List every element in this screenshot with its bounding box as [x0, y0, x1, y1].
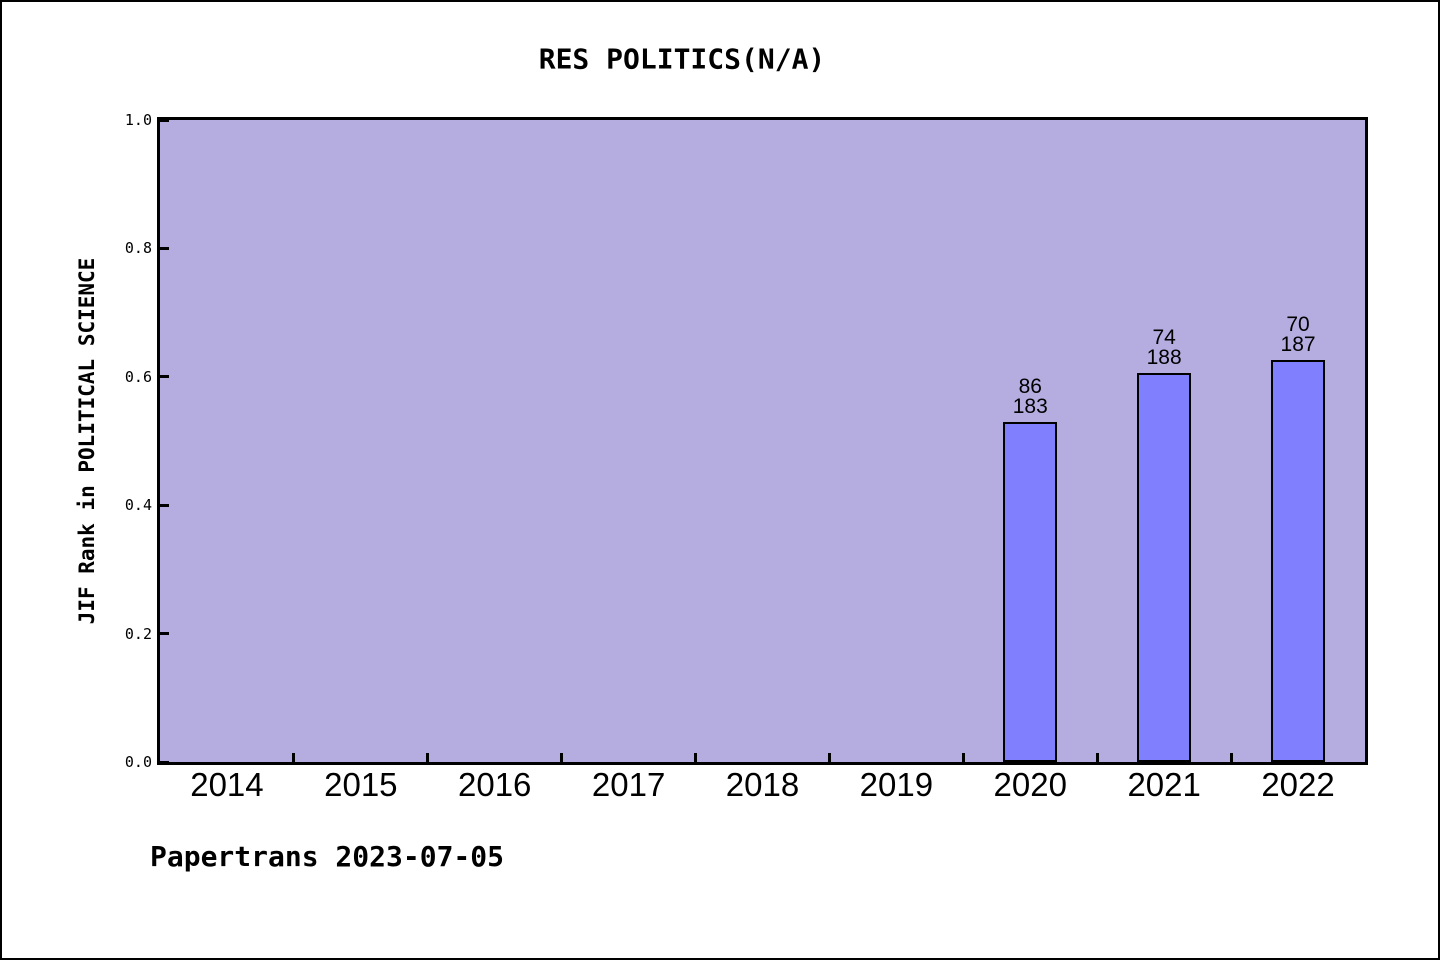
y-axis-label: JIF Rank in POLITICAL SCIENCE — [75, 257, 99, 625]
x-tick-label-2020: 2020 — [993, 766, 1067, 803]
y-tick-mark — [160, 118, 169, 122]
x-tick-mark — [694, 753, 698, 762]
bar-label-total: 183 — [1012, 395, 1048, 418]
y-tick-label: 0.0 — [124, 753, 152, 771]
x-tick-label-2017: 2017 — [591, 766, 666, 803]
x-tick-label-2016: 2016 — [458, 766, 532, 803]
bar-label-total: 188 — [1146, 346, 1182, 369]
y-tick-label: 0.6 — [124, 367, 152, 386]
bar-label-2021: 74 188 — [1104, 326, 1224, 369]
x-tick-label-2014: 2014 — [190, 766, 264, 803]
figure-caption: Papertrans 2023-07-05 — [150, 840, 505, 873]
bar-label-rank: 74 — [1152, 326, 1176, 349]
x-tick-mark — [426, 753, 430, 762]
x-tick-mark — [292, 753, 296, 762]
bar-label-total: 187 — [1280, 333, 1316, 356]
x-tick-label-2019: 2019 — [859, 766, 934, 803]
y-tick-mark — [160, 375, 169, 379]
y-tick-label: 0.8 — [124, 239, 152, 258]
bar-label-2022: 70 187 — [1238, 313, 1358, 356]
y-tick-mark — [160, 760, 169, 764]
x-tick-label-2022: 2022 — [1261, 766, 1335, 803]
y-tick-mark — [160, 246, 169, 250]
bar-label-rank: 86 — [1018, 375, 1042, 398]
y-tick-mark — [160, 503, 169, 507]
x-tick-label-2015: 2015 — [324, 766, 398, 803]
bar-label-rank: 70 — [1286, 313, 1310, 336]
bar-2021 — [1137, 373, 1192, 762]
x-tick-mark — [1095, 753, 1099, 762]
y-tick-label: 1.0 — [124, 111, 152, 129]
bar-2020 — [1003, 422, 1058, 762]
x-tick-mark — [1229, 753, 1233, 762]
x-tick-mark — [560, 753, 564, 762]
x-tick-mark — [961, 753, 965, 762]
plot-frame — [157, 117, 1368, 765]
chart-title: RES POLITICS(N/A) — [538, 42, 826, 76]
bar-2022 — [1271, 360, 1326, 762]
x-tick-mark — [827, 753, 831, 762]
plot-area — [160, 118, 1365, 764]
y-tick-mark — [160, 632, 169, 636]
x-tick-label-2021: 2021 — [1127, 766, 1201, 803]
y-tick-label: 0.2 — [124, 624, 152, 643]
y-tick-label: 0.4 — [124, 496, 152, 515]
x-tick-label-2018: 2018 — [725, 766, 800, 803]
bar-label-2020: 86 183 — [970, 375, 1090, 418]
